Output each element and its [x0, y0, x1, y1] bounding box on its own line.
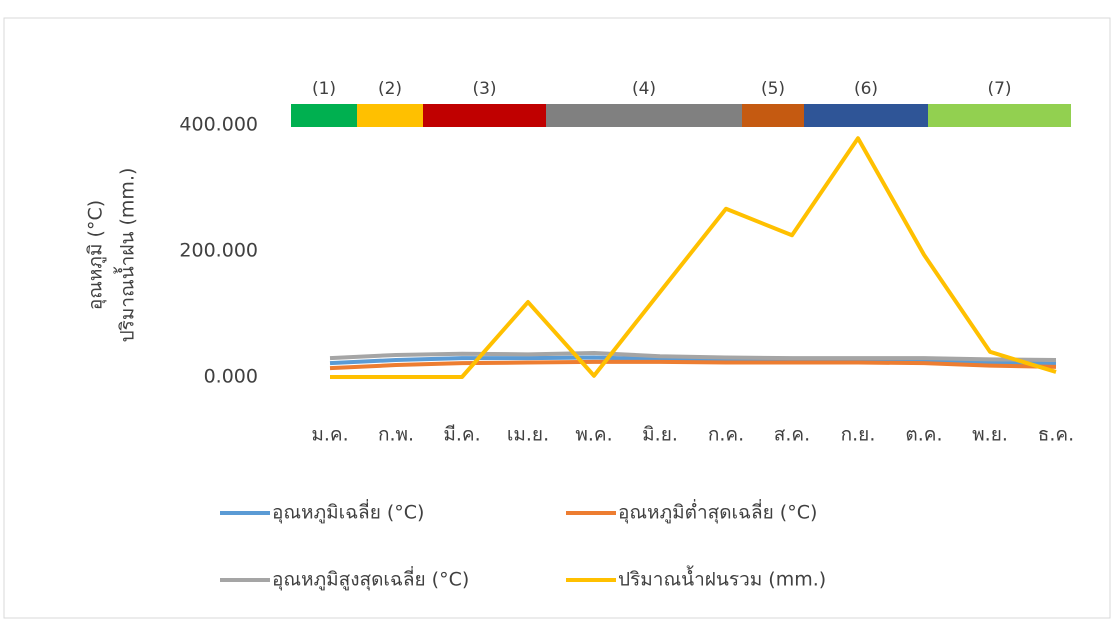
series-line	[330, 136, 1057, 379]
legend-label: อุณหภูมิต่ำสุดเฉลี่ย (°C)	[618, 499, 817, 525]
y-axis-label: อุณหภูมิ (°C)	[85, 200, 108, 310]
x-tick-label: ธ.ค.	[1038, 424, 1074, 446]
x-tick-label: ต.ค.	[905, 424, 942, 446]
period-label: (3)	[472, 79, 496, 99]
period-bar	[357, 104, 423, 127]
x-tick-label: ก.ค.	[708, 424, 744, 446]
series-line	[329, 355, 1057, 366]
period-label: (6)	[854, 79, 878, 99]
period-label: (5)	[761, 79, 785, 99]
legend-label: ปริมาณน้ำฝนรวม (mm.)	[618, 566, 826, 591]
x-tick-label: เม.ย.	[507, 424, 549, 446]
period-bar	[546, 104, 742, 127]
series-line	[329, 351, 1057, 362]
x-tick-label: ก.พ.	[378, 424, 414, 446]
y-tick-label: 200.000	[179, 240, 258, 262]
y-tick-label: 0.000	[204, 366, 258, 388]
period-bar	[804, 104, 928, 127]
y-tick-label: 400.000	[179, 114, 258, 136]
period-label: (4)	[632, 79, 656, 99]
legend-label: อุณหภูมิสูงสุดเฉลี่ย (°C)	[272, 566, 469, 592]
x-tick-label: ส.ค.	[774, 424, 810, 446]
x-tick-label: ก.ย.	[841, 424, 876, 446]
period-bar	[291, 104, 357, 127]
period-label: (1)	[312, 79, 336, 99]
period-bar	[423, 104, 546, 127]
y-axis-label: ปริมาณน้ำฝน (mm.)	[114, 168, 139, 343]
x-tick-label: ม.ค.	[311, 424, 348, 446]
series-line	[329, 359, 1057, 371]
x-tick-label: พ.ย.	[972, 424, 1008, 446]
x-tick-label: มิ.ย.	[642, 424, 678, 446]
period-label: (7)	[987, 79, 1011, 99]
period-bar	[742, 104, 804, 127]
x-tick-label: มี.ค.	[443, 424, 480, 446]
period-bar	[928, 104, 1071, 127]
period-label: (2)	[378, 79, 402, 99]
legend-label: อุณหภูมิเฉลี่ย (°C)	[272, 499, 424, 525]
x-tick-label: พ.ค.	[575, 424, 612, 446]
